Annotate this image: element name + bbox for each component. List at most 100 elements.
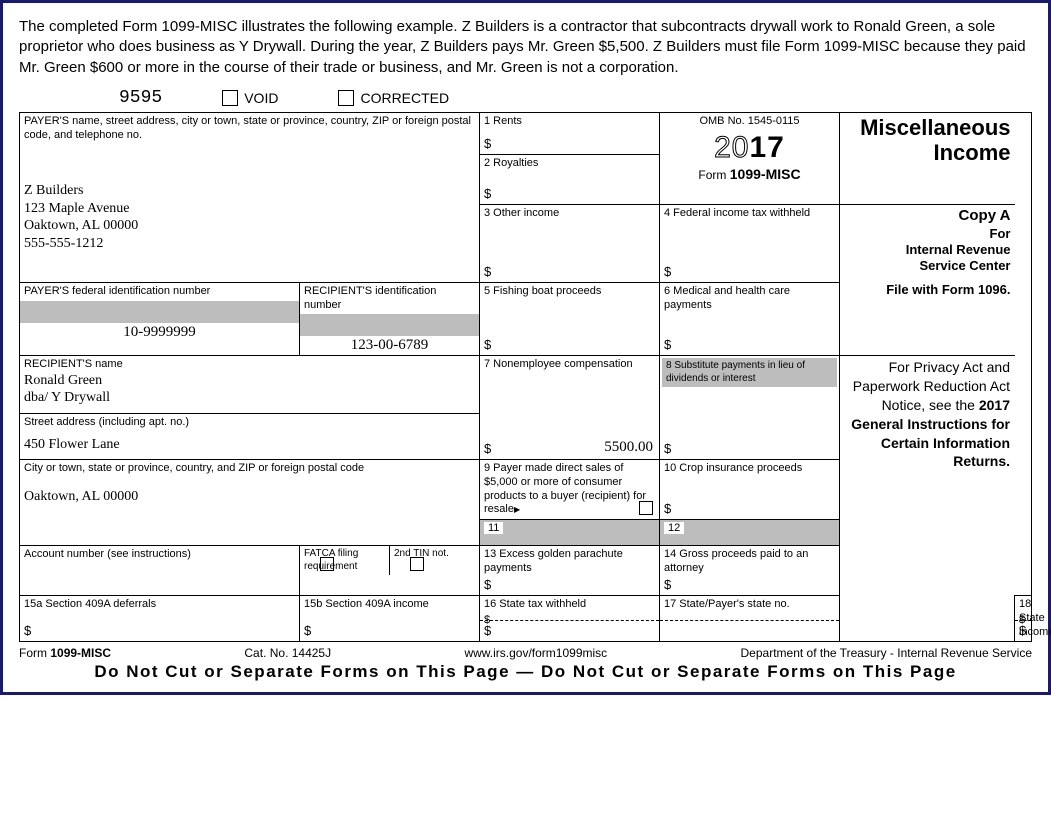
box7-value: 5500.00: [604, 438, 653, 457]
dollar-sign: $: [484, 623, 491, 639]
void-label: VOID: [244, 90, 278, 106]
payer-addr2: Oaktown, AL 00000: [24, 217, 475, 235]
recip-name1: Ronald Green: [24, 372, 475, 390]
tin-checkbox[interactable]: [410, 557, 424, 571]
dollar-sign: $: [484, 186, 491, 202]
recip-name2: dba/ Y Drywall: [24, 389, 475, 407]
year-suffix: 17: [750, 131, 785, 164]
footer-row: Form 1099-MISC Cat. No. 14425J www.irs.g…: [19, 646, 1032, 660]
box17-label: 17 State/Payer's state no.: [660, 596, 839, 614]
payer-addr1: 123 Maple Avenue: [24, 200, 475, 218]
box8-label: 8 Substitute payments in lieu of dividen…: [662, 358, 837, 387]
box14-label: 14 Gross proceeds paid to an attorney: [664, 548, 808, 574]
acct-label: Account number (see instructions): [24, 548, 191, 560]
recip-id-label: RECIPIENT'S identification number: [300, 283, 479, 315]
box11: 11: [480, 520, 660, 546]
box7-label: 7 Nonemployee compensation: [484, 358, 633, 370]
dollar-sign: $: [24, 623, 31, 639]
recip-id-value: 123-00-6789: [300, 336, 479, 355]
irs-line1: Internal Revenue: [844, 242, 1011, 258]
street-value: 450 Flower Lane: [24, 436, 475, 454]
arrow-icon: [514, 503, 520, 515]
box9-label: 9 Payer made direct sales of $5,000 or m…: [484, 462, 646, 515]
footer-dept: Department of the Treasury - Internal Re…: [741, 646, 1032, 660]
form-table: PAYER'S name, street address, city or to…: [19, 112, 1032, 643]
box1-label: 1 Rents: [484, 115, 522, 127]
box13-label: 13 Excess golden parachute payments: [484, 548, 623, 574]
box4-label: 4 Federal income tax withheld: [664, 207, 810, 219]
formno-label: Form: [698, 168, 726, 182]
box4-federal-tax: 4 Federal income tax withheld $: [660, 204, 840, 282]
box15b-label: 15b Section 409A income: [304, 598, 429, 610]
box15a-label: 15a Section 409A deferrals: [24, 598, 156, 610]
payer-info-cell: PAYER'S name, street address, city or to…: [20, 112, 480, 282]
dollar-sign: $: [664, 441, 671, 457]
footer-cat-no: Cat. No. 14425J: [244, 646, 331, 660]
box10-crop: 10 Crop insurance proceeds $: [660, 460, 840, 520]
payer-fid-cell: PAYER'S federal identification number 10…: [20, 282, 300, 355]
box8-substitute: 8 Substitute payments in lieu of dividen…: [660, 356, 840, 460]
copy-a-cell: Copy A For Internal Revenue Service Cent…: [840, 204, 1015, 355]
irs-line2: Service Center: [844, 258, 1011, 274]
payer-fid-value: 10-9999999: [20, 323, 299, 342]
dollar-sign: $: [664, 577, 671, 593]
dollar-sign: $: [664, 264, 671, 280]
city-label: City or town, state or province, country…: [24, 462, 364, 474]
privacy-notice-cell: For Privacy Act and Paperwork Reduction …: [840, 356, 1015, 642]
box17-state-payer: 17 State/Payer's state no.: [660, 596, 840, 642]
omb-number: OMB No. 1545-0115: [664, 115, 835, 129]
for-label: For: [844, 226, 1011, 242]
box2-label: 2 Royalties: [484, 157, 538, 169]
void-checkbox[interactable]: [222, 90, 238, 106]
box7-nonemployee: 7 Nonemployee compensation 5500.00 $: [480, 356, 660, 460]
box13-parachute: 13 Excess golden parachute payments $: [480, 546, 660, 596]
box10-label: 10 Crop insurance proceeds: [664, 462, 802, 474]
form-title-cell: Miscellaneous Income: [840, 112, 1015, 204]
dollar-sign: $: [484, 264, 491, 280]
corrected-checkbox[interactable]: [338, 90, 354, 106]
payer-label: PAYER'S name, street address, city or to…: [24, 115, 471, 141]
box15b: 15b Section 409A income $: [300, 596, 480, 642]
box12-label: 12: [664, 522, 684, 534]
box12: 12: [660, 520, 840, 546]
box5-fishing: 5 Fishing boat proceeds $: [480, 282, 660, 355]
footer-form-label: Form: [19, 646, 47, 660]
payer-name: Z Builders: [24, 182, 475, 200]
title-line2: Income: [844, 140, 1011, 165]
box2-royalties: 2 Royalties $: [480, 154, 660, 204]
box16-state-tax: 16 State tax withheld $ $: [480, 596, 660, 642]
dollar-sign: $: [484, 136, 491, 152]
dollar-sign: $: [484, 441, 491, 457]
box18-state-income: 18 State income $ $: [1015, 596, 1032, 642]
form-number: Form 1099-MISC: [664, 166, 835, 184]
box5-label: 5 Fishing boat proceeds: [484, 285, 601, 297]
grey-bar: [20, 301, 299, 323]
top-bar: 9595 VOID CORRECTED: [19, 86, 1032, 112]
box1-rents: 1 Rents $: [480, 112, 660, 154]
account-number-cell: Account number (see instructions): [20, 546, 300, 596]
street-address-cell: Street address (including apt. no.) 450 …: [20, 414, 480, 460]
year-cell: OMB No. 1545-0115 2017 Form 1099-MISC: [660, 112, 840, 204]
payer-phone: 555-555-1212: [24, 235, 475, 253]
code-9595: 9595: [119, 88, 162, 108]
grey-bar: [300, 314, 479, 336]
do-not-cut-warning: Do Not Cut or Separate Forms on This Pag…: [19, 662, 1032, 682]
city-value: Oaktown, AL 00000: [24, 488, 475, 506]
dollar-sign: $: [664, 501, 671, 517]
box9-checkbox[interactable]: [639, 501, 653, 515]
file-with-label: File with Form 1096.: [844, 282, 1011, 298]
box9-direct-sales: 9 Payer made direct sales of $5,000 or m…: [480, 460, 660, 520]
formno-value: 1099-MISC: [730, 166, 801, 182]
box16-label: 16 State tax withheld: [480, 596, 659, 614]
dollar-sign: $: [484, 577, 491, 593]
recipient-name-cell: RECIPIENT'S name Ronald Green dba/ Y Dry…: [20, 356, 480, 414]
tax-year: 2017: [664, 129, 835, 167]
dollar-sign: $: [304, 623, 311, 639]
dollar-sign: $: [664, 337, 671, 353]
fatca-checkbox[interactable]: [320, 557, 334, 571]
fatca-tin-cell: FATCA filing requirement 2nd TIN not.: [300, 546, 480, 596]
copy-a-label: Copy A: [844, 207, 1011, 226]
box3-label: 3 Other income: [484, 207, 559, 219]
corrected-label: CORRECTED: [360, 90, 449, 106]
city-cell: City or town, state or province, country…: [20, 460, 480, 546]
